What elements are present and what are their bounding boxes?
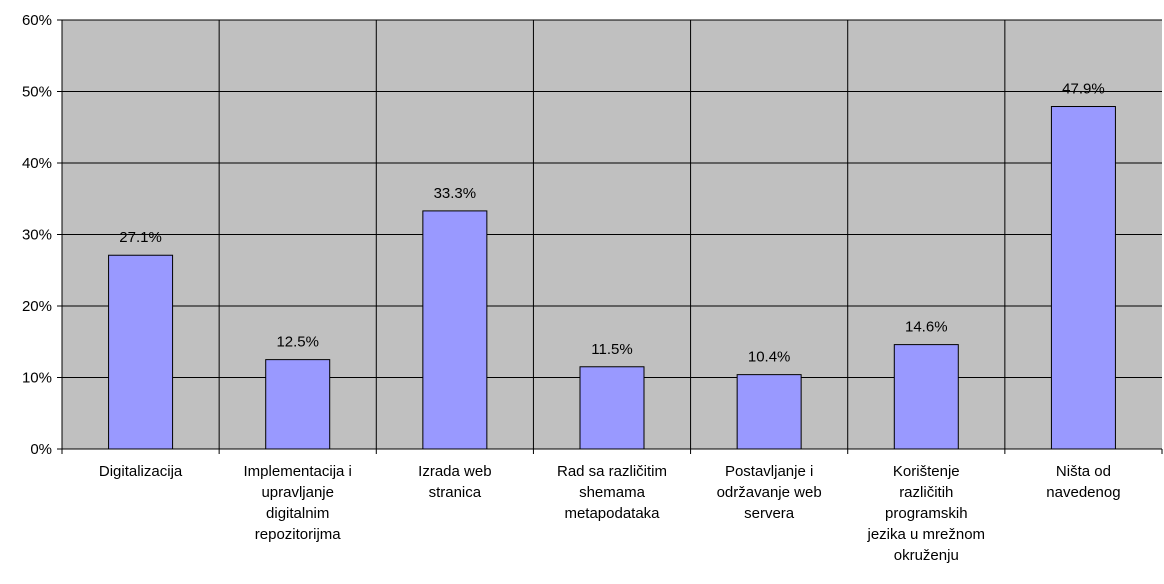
data-label: 47.9% [1062,81,1105,98]
category-label-line: Izrada web [418,463,491,480]
category-label: Implementacija i upravljanje digitalnim rep… [244,463,352,543]
category-label: Korištenje različitih programskih jezika u … [867,463,986,564]
bar [422,210,488,450]
category-label-line: okruženju [894,547,959,564]
category-label: Postavljanje i održavanje web servera [717,463,822,522]
category-label: Digitalizacija [99,463,183,480]
y-tick-label: 20% [22,298,52,315]
data-label: 11.5% [591,341,632,358]
category-label-line: shemama [579,484,646,501]
category-label-line: Postavljanje i [725,463,813,480]
data-label: 33.3% [434,185,477,202]
data-label: 10.4% [748,349,791,366]
y-tick-label: 40% [22,155,52,172]
category-label-line: Korištenje [893,463,960,480]
bar [893,344,959,450]
bar [108,254,174,450]
category-label-line: stranica [429,484,482,501]
data-label: 14.6% [905,319,948,336]
category-label-line: metapodataka [564,505,660,522]
y-tick-label: 30% [22,227,52,244]
y-tick-label: 60% [22,12,52,29]
category-label-line: repozitorijma [255,526,342,543]
bar [265,359,331,450]
data-label: 27.1% [119,229,162,246]
y-tick-label: 10% [22,370,52,387]
category-label-line: Rad sa različitim [557,463,667,480]
category-label-line: održavanje web [717,484,822,501]
bar [579,366,645,450]
category-label-line: Digitalizacija [99,463,183,480]
category-label-line: Implementacija i [244,463,352,480]
category-label: Izrada web stranica [418,463,491,501]
category-label-line: Ništa od [1056,463,1111,480]
bar [1050,106,1116,450]
data-label: 12.5% [276,334,319,351]
category-label-line: programskih [885,505,968,522]
bar [736,374,802,450]
category-label-line: upravljanje [261,484,334,501]
category-label-line: servera [744,505,795,522]
y-tick-label: 0% [30,441,52,458]
category-label: Rad sa različitim shemama metapodataka [557,463,667,522]
category-label: Ništa od navedenog [1046,463,1120,501]
category-label-line: različitih [899,484,953,501]
category-label-line: navedenog [1046,484,1120,501]
y-tick-label: 50% [22,84,52,101]
category-label-line: digitalnim [266,505,329,522]
category-label-line: jezika u mrežnom [867,526,986,543]
